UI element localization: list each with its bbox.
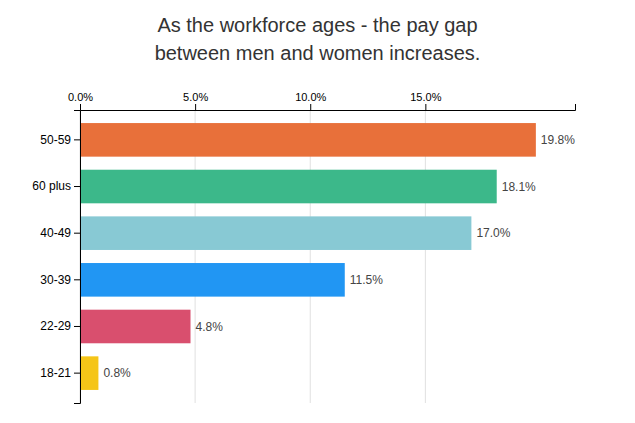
y-tick-label: 30-39	[40, 273, 71, 287]
x-tick: 10.0%	[295, 91, 326, 110]
x-axis-line	[81, 104, 576, 111]
plot: 0.0% 5.0% 10.0% 15.0% 18-21 22-29 30-39 40-49 60…	[32, 91, 575, 404]
y-tick: 18-21	[40, 366, 80, 380]
y-tick-mark	[74, 233, 80, 234]
y-tick-mark	[74, 326, 80, 327]
x-tick: 15.0%	[410, 91, 441, 110]
y-tick: 40-49	[40, 226, 80, 240]
y-tick-mark	[74, 279, 80, 280]
data-label: 4.8%	[196, 320, 224, 334]
data-label: 11.5%	[350, 273, 383, 287]
x-tick-mark	[80, 104, 81, 110]
data-label: 17.0%	[476, 226, 510, 240]
y-axis: 18-21 22-29 30-39 40-49 60 plus 50-59	[32, 111, 80, 404]
y-tick-label: 40-49	[40, 226, 71, 240]
bar	[80, 123, 536, 157]
y-tick-mark	[74, 373, 80, 374]
y-tick: 22-29	[40, 319, 80, 333]
x-tick-label: 15.0%	[410, 91, 441, 103]
data-label: 19.8%	[541, 133, 575, 147]
y-tick-mark	[74, 186, 80, 187]
bar	[80, 216, 471, 250]
data-label: 18.1%	[502, 180, 536, 194]
x-tick-label: 5.0%	[183, 91, 208, 103]
x-tick: 5.0%	[183, 91, 208, 110]
x-tick-label: 0.0%	[68, 91, 93, 103]
bar	[80, 170, 497, 204]
y-axis-line	[74, 111, 81, 404]
data-label: 0.8%	[103, 366, 131, 380]
x-axis: 0.0% 5.0% 10.0% 15.0%	[68, 91, 576, 111]
bar	[80, 263, 345, 297]
y-tick-mark	[74, 139, 80, 140]
chart: As the workforce ages - the pay gap betwe…	[0, 0, 635, 423]
y-tick: 50-59	[40, 133, 80, 147]
y-tick: 30-39	[40, 273, 80, 287]
y-tick-label: 22-29	[40, 319, 71, 333]
x-tick-mark	[425, 104, 426, 110]
bar	[80, 310, 191, 344]
title: As the workforce ages - the pay gap	[157, 14, 477, 36]
x-tick-mark	[195, 104, 196, 110]
y-tick-label: 18-21	[40, 366, 71, 380]
data-labels: 0.8% 4.8% 11.5% 17.0% 18.1% 19.8%	[103, 133, 575, 380]
x-tick: 0.0%	[68, 91, 93, 110]
title: between men and women increases.	[155, 42, 481, 64]
y-tick-label: 50-59	[40, 133, 71, 147]
x-tick-label: 10.0%	[295, 91, 326, 103]
y-tick: 60 plus	[32, 179, 80, 193]
x-tick-mark	[310, 104, 311, 110]
bar	[80, 356, 98, 390]
y-tick-label: 60 plus	[32, 179, 71, 193]
bars	[80, 123, 536, 390]
